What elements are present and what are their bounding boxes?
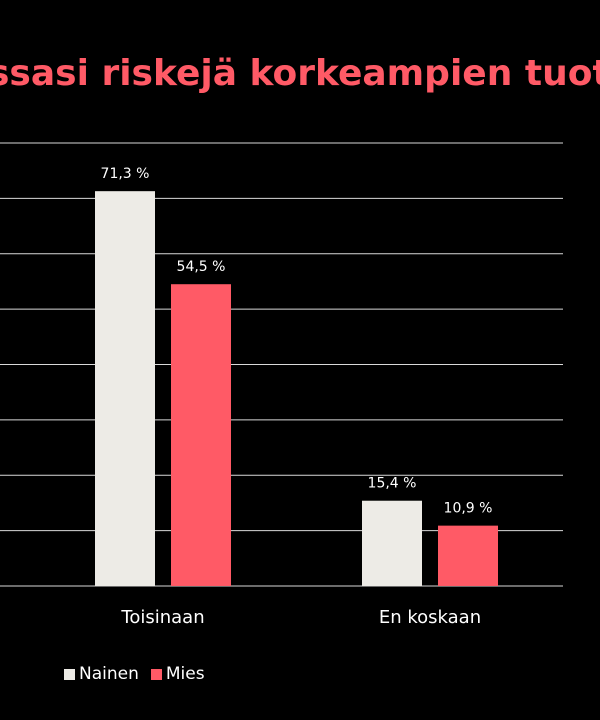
category-label: En koskaan <box>379 607 481 628</box>
chart-title-text: ssasi riskejä korkeampien tuottojen <box>0 53 600 94</box>
legend-item-mies: Mies <box>150 664 205 684</box>
bar-nainen-0 <box>95 191 155 586</box>
chart-title: ssasi riskejä korkeampien tuottojen <box>0 50 600 100</box>
category-label: Toisinaan <box>120 607 204 628</box>
legend-label-nainen: Nainen <box>79 664 139 684</box>
data-label: 71,3 % <box>101 166 150 182</box>
legend-label-mies: Mies <box>165 664 205 684</box>
legend-item-nainen: Nainen <box>64 664 139 684</box>
legend: Nainen Mies <box>64 664 217 684</box>
data-label: 54,5 % <box>177 259 226 275</box>
bar-nainen-1 <box>362 500 422 586</box>
bar-mies-0 <box>171 284 231 586</box>
legend-swatch-mies <box>150 668 162 680</box>
legend-swatch-nainen <box>64 668 75 680</box>
data-label: 10,9 % <box>444 501 493 517</box>
bar-mies-1 <box>438 525 498 586</box>
data-label: 15,4 % <box>368 476 417 492</box>
